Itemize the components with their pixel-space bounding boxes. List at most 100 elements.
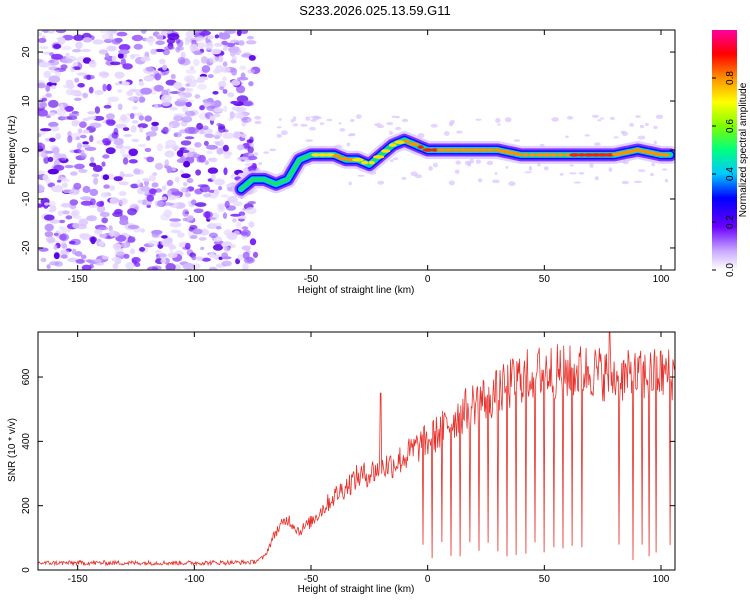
- noise-speckle: [237, 156, 249, 160]
- noise-speckle: [147, 266, 159, 270]
- noise-speckle: [160, 238, 172, 247]
- noise-speckle: [66, 83, 75, 89]
- noise-speckle: [129, 248, 136, 255]
- noise-speckle: [138, 81, 145, 87]
- noise-speckle: [193, 50, 203, 56]
- noise-speckle: [258, 162, 263, 166]
- noise-speckle: [161, 235, 168, 239]
- noise-speckle: [78, 92, 83, 97]
- noise-speckle: [144, 115, 152, 122]
- noise-speckle: [638, 169, 646, 173]
- noise-speckle: [99, 233, 107, 238]
- noise-speckle: [89, 236, 97, 243]
- noise-speckle: [74, 163, 85, 170]
- noise-speckle: [139, 127, 144, 133]
- noise-speckle: [102, 174, 110, 181]
- noise-speckle: [185, 30, 196, 38]
- noise-speckle: [72, 222, 80, 229]
- noise-speckle: [61, 254, 68, 259]
- noise-speckle: [82, 185, 91, 194]
- noise-speckle: [450, 119, 455, 125]
- noise-speckle: [312, 115, 320, 121]
- noise-speckle: [181, 149, 190, 153]
- x-tick-label: -50: [304, 274, 319, 285]
- noise-speckle: [77, 128, 83, 134]
- ridge-hotspot: [351, 158, 364, 162]
- noise-speckle: [157, 33, 164, 41]
- noise-speckle: [133, 43, 143, 50]
- noise-speckle: [281, 130, 288, 136]
- noise-speckle: [49, 219, 60, 224]
- noise-speckle: [123, 134, 132, 137]
- noise-speckle: [79, 233, 91, 239]
- noise-speckle: [326, 118, 333, 122]
- snr-y-ticks: 0 200 400 600: [21, 368, 675, 573]
- noise-speckle: [161, 202, 174, 206]
- noise-speckle: [198, 237, 207, 241]
- noise-speckle: [194, 94, 201, 99]
- noise-speckle: [122, 63, 133, 70]
- noise-speckle: [209, 115, 215, 121]
- noise-speckle: [140, 87, 153, 95]
- noise-speckle: [186, 177, 194, 184]
- colorbar-tick-label: 0.4: [725, 167, 736, 181]
- noise-speckle: [524, 171, 532, 174]
- noise-speckle: [49, 261, 60, 266]
- noise-speckle: [237, 76, 249, 81]
- noise-speckle: [167, 252, 178, 259]
- noise-speckle: [393, 157, 399, 161]
- snr-frame: [37, 331, 676, 571]
- noise-speckle: [609, 116, 616, 120]
- noise-speckle: [131, 138, 140, 143]
- x-tick-label: -100: [184, 274, 204, 285]
- noise-speckle: [215, 225, 222, 230]
- noise-speckle: [197, 76, 209, 81]
- noise-speckle: [51, 185, 64, 193]
- noise-speckle: [70, 67, 75, 73]
- noise-speckle: [48, 59, 55, 64]
- noise-speckle: [138, 96, 146, 103]
- x-tick-label: -150: [68, 574, 88, 585]
- noise-speckle: [229, 111, 235, 119]
- noise-speckle: [238, 40, 245, 46]
- noise-speckle: [71, 120, 81, 125]
- noise-speckle: [185, 76, 193, 83]
- noise-speckle: [150, 48, 157, 55]
- noise-speckle: [207, 217, 217, 220]
- noise-speckle: [38, 145, 44, 153]
- noise-speckle: [140, 185, 150, 192]
- noise-speckle: [140, 56, 151, 62]
- noise-speckle: [584, 134, 590, 137]
- figure-title: S233.2026.025.13.59.G11: [299, 3, 451, 18]
- noise-speckle: [664, 178, 669, 183]
- noise-speckle: [100, 74, 109, 79]
- noise-speckle: [214, 135, 221, 140]
- noise-speckle: [148, 39, 154, 46]
- noise-speckle: [226, 232, 238, 240]
- noise-speckle: [158, 252, 167, 261]
- noise-speckle: [221, 260, 232, 267]
- noise-speckle: [78, 149, 85, 155]
- ridge-hotspot: [486, 148, 495, 152]
- noise-speckle: [350, 118, 355, 123]
- noise-speckle: [621, 131, 629, 136]
- noise-speckle: [217, 80, 227, 88]
- noise-speckle: [93, 177, 99, 185]
- noise-speckle: [72, 49, 81, 53]
- noise-speckle: [191, 199, 197, 206]
- noise-speckle: [182, 209, 190, 217]
- noise-speckle: [114, 208, 123, 215]
- noise-speckle: [477, 178, 483, 183]
- noise-speckle: [90, 156, 95, 163]
- noise-speckle: [192, 58, 200, 67]
- noise-speckle: [130, 183, 139, 189]
- ridge-hotspot: [394, 140, 406, 144]
- noise-speckle: [219, 139, 224, 147]
- noise-speckle: [68, 190, 80, 196]
- noise-speckle: [86, 74, 91, 80]
- y-tick-label: -10: [21, 191, 32, 206]
- ridge-hotspot: [431, 148, 438, 152]
- noise-speckle: [202, 125, 209, 130]
- noise-speckle: [149, 174, 157, 182]
- noise-speckle: [543, 166, 549, 171]
